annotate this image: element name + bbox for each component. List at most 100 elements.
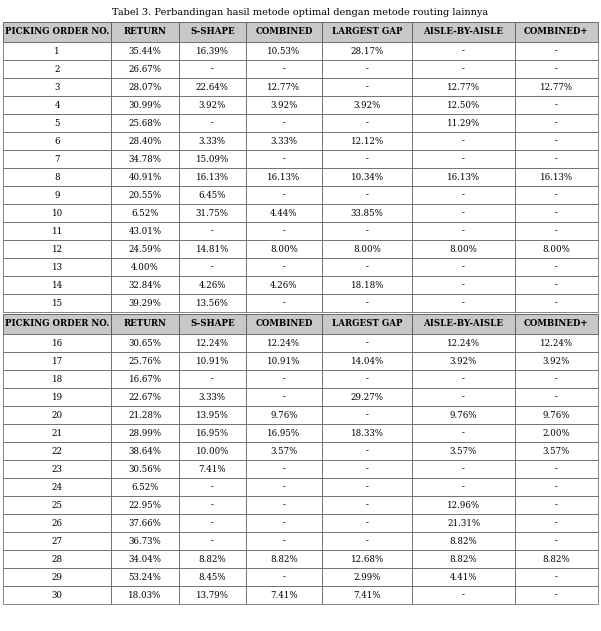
Bar xyxy=(322,150,412,168)
Text: 11.29%: 11.29% xyxy=(447,119,480,127)
Text: -: - xyxy=(555,208,558,218)
Bar xyxy=(111,460,178,478)
Text: 14.04%: 14.04% xyxy=(350,357,384,365)
Bar xyxy=(322,478,412,496)
Bar xyxy=(3,460,111,478)
Text: -: - xyxy=(462,464,465,473)
Bar xyxy=(412,222,514,240)
Text: 12.96%: 12.96% xyxy=(447,500,480,509)
Text: 3.57%: 3.57% xyxy=(270,447,297,456)
Bar xyxy=(3,168,111,186)
Bar xyxy=(111,532,178,550)
Text: -: - xyxy=(366,411,368,420)
Text: 20.55%: 20.55% xyxy=(129,191,162,199)
Text: -: - xyxy=(366,64,368,73)
Bar xyxy=(412,334,514,352)
Text: -: - xyxy=(462,392,465,401)
Bar xyxy=(111,96,178,114)
Bar xyxy=(178,532,246,550)
Bar xyxy=(322,406,412,424)
Text: 16.13%: 16.13% xyxy=(267,172,300,182)
Text: 4.26%: 4.26% xyxy=(270,281,297,290)
Text: 22: 22 xyxy=(52,447,63,456)
Text: 8.00%: 8.00% xyxy=(353,244,381,254)
Bar xyxy=(322,496,412,514)
Text: 8: 8 xyxy=(54,172,60,182)
Text: 12.77%: 12.77% xyxy=(447,83,480,91)
Text: -: - xyxy=(555,298,558,307)
Text: -: - xyxy=(366,338,368,348)
Bar xyxy=(412,550,514,568)
Bar xyxy=(322,586,412,604)
Bar xyxy=(514,370,598,388)
Text: 36.73%: 36.73% xyxy=(129,536,161,546)
Bar xyxy=(3,370,111,388)
Bar xyxy=(178,442,246,460)
Text: -: - xyxy=(555,483,558,492)
Text: 12.24%: 12.24% xyxy=(447,338,480,348)
Bar xyxy=(3,442,111,460)
Text: 26.67%: 26.67% xyxy=(129,64,162,73)
Text: 21.31%: 21.31% xyxy=(447,519,480,528)
Text: -: - xyxy=(366,375,368,384)
Bar xyxy=(412,96,514,114)
Bar xyxy=(111,568,178,586)
Bar xyxy=(111,168,178,186)
Text: 3.33%: 3.33% xyxy=(199,136,226,146)
Bar xyxy=(322,460,412,478)
Bar xyxy=(412,276,514,294)
Bar xyxy=(3,114,111,132)
Text: 38.64%: 38.64% xyxy=(129,447,162,456)
Text: -: - xyxy=(555,392,558,401)
Bar xyxy=(111,240,178,258)
Text: 9.76%: 9.76% xyxy=(450,411,477,420)
Bar xyxy=(246,424,322,442)
Bar xyxy=(246,294,322,312)
Text: -: - xyxy=(366,83,368,91)
Text: 17: 17 xyxy=(52,357,63,365)
Bar xyxy=(322,314,412,334)
Bar xyxy=(178,222,246,240)
Bar xyxy=(178,258,246,276)
Bar xyxy=(178,334,246,352)
Bar xyxy=(322,42,412,60)
Text: 34.78%: 34.78% xyxy=(129,155,162,163)
Text: 6.45%: 6.45% xyxy=(198,191,226,199)
Text: 29: 29 xyxy=(52,572,63,582)
Bar xyxy=(246,406,322,424)
Bar xyxy=(3,478,111,496)
Bar xyxy=(514,314,598,334)
Text: S-SHAPE: S-SHAPE xyxy=(190,319,234,329)
Bar xyxy=(178,514,246,532)
Text: -: - xyxy=(555,536,558,546)
Bar xyxy=(514,388,598,406)
Text: 19: 19 xyxy=(52,392,63,401)
Bar xyxy=(3,42,111,60)
Text: COMBINED: COMBINED xyxy=(255,319,313,329)
Text: 9.76%: 9.76% xyxy=(543,411,570,420)
Text: 37.66%: 37.66% xyxy=(129,519,162,528)
Text: -: - xyxy=(462,64,465,73)
Bar xyxy=(412,370,514,388)
Text: -: - xyxy=(555,572,558,582)
Text: 3.92%: 3.92% xyxy=(450,357,477,365)
Bar xyxy=(111,78,178,96)
Text: -: - xyxy=(366,191,368,199)
Text: 24: 24 xyxy=(52,483,63,492)
Bar xyxy=(111,478,178,496)
Text: -: - xyxy=(555,375,558,384)
Bar xyxy=(3,334,111,352)
Bar xyxy=(246,496,322,514)
Text: -: - xyxy=(282,536,285,546)
Bar xyxy=(246,514,322,532)
Text: 13: 13 xyxy=(52,262,63,271)
Text: 18.33%: 18.33% xyxy=(351,428,383,437)
Bar xyxy=(322,442,412,460)
Text: -: - xyxy=(555,262,558,271)
Text: -: - xyxy=(211,500,213,509)
Bar xyxy=(514,586,598,604)
Bar xyxy=(514,132,598,150)
Text: -: - xyxy=(366,519,368,528)
Text: -: - xyxy=(462,136,465,146)
Text: -: - xyxy=(555,136,558,146)
